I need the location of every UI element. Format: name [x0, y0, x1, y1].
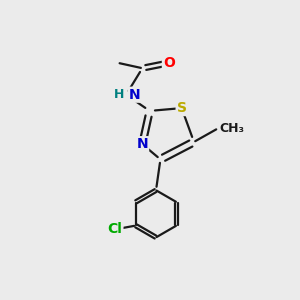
- Text: S: S: [177, 101, 187, 115]
- Text: Cl: Cl: [108, 222, 122, 236]
- Text: H: H: [114, 88, 125, 101]
- Text: CH₃: CH₃: [219, 122, 244, 135]
- Text: N: N: [128, 88, 140, 102]
- Text: O: O: [163, 56, 175, 70]
- Text: N: N: [136, 137, 148, 151]
